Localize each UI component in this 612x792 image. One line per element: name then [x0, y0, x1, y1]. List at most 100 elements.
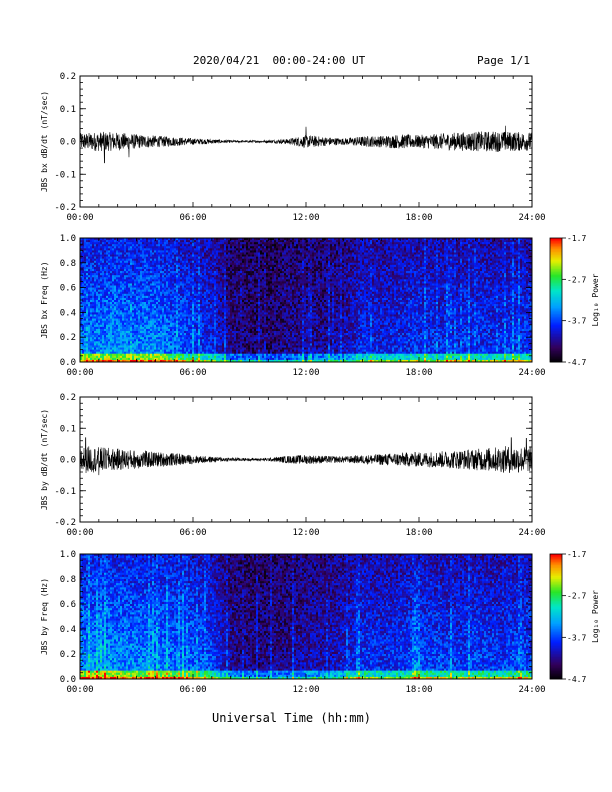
spectrogram-cell [348, 250, 351, 253]
spectrogram-cell [284, 242, 287, 245]
spectrogram-cell [342, 277, 345, 280]
spectrogram-cell [88, 269, 91, 272]
spectrogram-cell [150, 275, 153, 278]
spectrogram-cell [170, 248, 173, 251]
spectrogram-cell [172, 248, 175, 251]
spectrogram-cell [370, 277, 373, 280]
spectrogram-cell [288, 246, 291, 249]
spectrogram-cell [448, 279, 451, 282]
spectrogram-cell [258, 277, 261, 280]
spectrogram-cell [306, 277, 309, 280]
spectrogram-cell [126, 250, 129, 253]
spectrogram-cell [490, 256, 493, 259]
spectrogram-cell [166, 242, 169, 245]
spectrogram-cell [220, 262, 223, 266]
spectrogram-cell [226, 271, 229, 274]
spectrogram-cell [338, 281, 341, 284]
spectrogram-cell [528, 242, 531, 245]
spectrogram-cell [292, 277, 295, 280]
spectrogram-cell [218, 266, 221, 270]
spectrogram-cell [82, 262, 85, 266]
spectrogram-cell [244, 277, 247, 280]
spectrogram-cell [428, 246, 431, 249]
spectrogram-cell [148, 273, 151, 276]
spectrogram-cell [444, 258, 447, 262]
spectrogram-cell [408, 238, 411, 241]
spectrogram-cell [214, 271, 217, 274]
spectrogram-cell [338, 244, 341, 247]
spectrogram-cell [182, 254, 185, 257]
spectrogram-cell [138, 252, 141, 255]
spectrogram-cell [116, 252, 119, 255]
spectrogram-cell [274, 256, 277, 259]
spectrogram-cell [214, 269, 217, 272]
spectrogram-cell [80, 260, 83, 264]
spectrogram-cell [416, 252, 419, 255]
spectrogram-cell [88, 244, 91, 247]
spectrogram-cell [110, 275, 113, 278]
spectrogram-cell [190, 258, 193, 262]
spectrogram-cell [438, 250, 441, 253]
spectrogram-cell [446, 275, 449, 278]
spectrogram-cell [294, 240, 297, 243]
spectrogram-cell [246, 260, 249, 264]
spectrogram-cell [348, 248, 351, 251]
spectrogram-cell [132, 252, 135, 255]
spectrogram-cell [314, 250, 317, 253]
spectrogram-cell [246, 258, 249, 262]
spectrogram-cell [368, 271, 371, 274]
spectrogram-cell [206, 244, 209, 247]
spectrogram-cell [386, 279, 389, 282]
spectrogram-cell [132, 260, 135, 264]
spectrogram-cell [358, 273, 361, 276]
spectrogram-cell [434, 238, 437, 241]
spectrogram-cell [170, 279, 173, 282]
spectrogram-cell [138, 246, 141, 249]
spectrogram-cell [182, 240, 185, 243]
spectrogram-cell [428, 271, 431, 274]
spectrogram-cell [88, 273, 91, 276]
spectrogram-cell [330, 258, 333, 262]
spectrogram-cell [180, 262, 183, 266]
spectrogram-cell [106, 240, 109, 243]
spectrogram-cell [178, 256, 181, 259]
spectrogram-cell [200, 264, 203, 268]
spectrogram-cell [498, 275, 501, 278]
spectrogram-cell [330, 256, 333, 259]
spectrogram-cell [350, 271, 353, 274]
spectrogram-cell [394, 269, 397, 272]
spectrogram-cell [448, 252, 451, 255]
spectrogram-cell [92, 258, 95, 262]
spectrogram-cell [342, 252, 345, 255]
spectrogram-cell [508, 279, 511, 282]
spectrogram-cell [496, 258, 499, 262]
spectrogram-cell [180, 273, 183, 276]
spectrogram-cell [98, 264, 101, 268]
spectrogram-cell [444, 244, 447, 247]
spectrogram-cell [280, 252, 283, 255]
spectrogram-cell [156, 279, 159, 282]
spectrogram-cell [86, 273, 89, 276]
spectrogram-cell [328, 266, 331, 270]
spectrogram-cell [196, 271, 199, 274]
spectrogram-cell [110, 281, 113, 284]
spectrogram-cell [102, 264, 105, 268]
spectrogram-cell [376, 238, 379, 241]
spectrogram-cell [370, 266, 373, 270]
spectrogram-cell [214, 244, 217, 247]
spectrogram-cell [116, 256, 119, 259]
spectrogram-cell [326, 258, 329, 262]
spectrogram-cell [254, 277, 257, 280]
spectrogram-cell [512, 250, 515, 253]
spectrogram-cell [290, 281, 293, 284]
spectrogram-cell [462, 264, 465, 268]
spectrogram-cell [94, 256, 97, 259]
spectrogram-cell [410, 279, 413, 282]
spectrogram-cell [80, 269, 83, 272]
spectrogram-cell [358, 252, 361, 255]
spectrogram-cell [498, 273, 501, 276]
spectrogram-cell [340, 246, 343, 249]
spectrogram-cell [100, 238, 103, 241]
spectrogram-cell [118, 242, 121, 245]
spectrogram-cell [120, 248, 123, 251]
